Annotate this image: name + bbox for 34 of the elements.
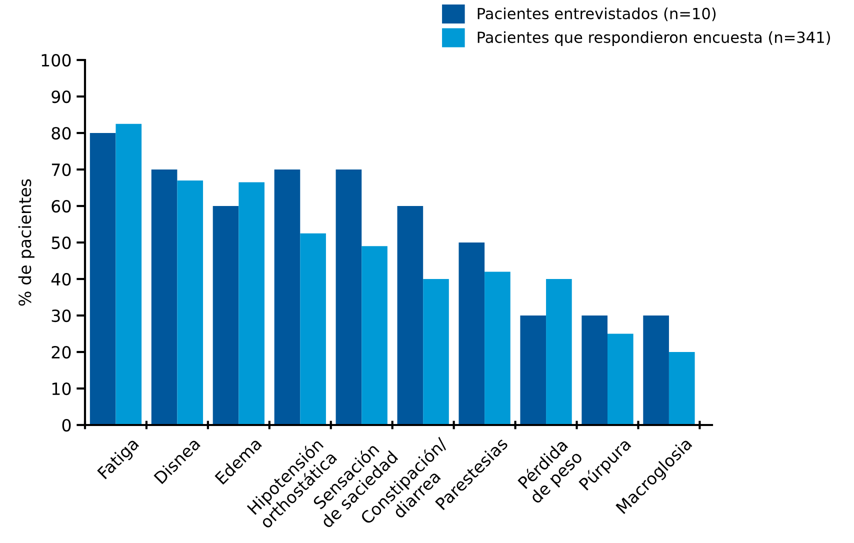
bar (582, 316, 608, 425)
y-tick-label: 0 (62, 418, 71, 432)
bar (336, 170, 362, 425)
y-tick-label: 10 (52, 382, 71, 396)
bar (423, 279, 449, 425)
y-tick-label: 40 (51, 272, 71, 286)
bar (238, 182, 264, 425)
y-tick-label: 20 (52, 346, 71, 359)
y-tick-label: 50 (52, 236, 71, 250)
bar (362, 246, 388, 425)
bar (90, 133, 116, 425)
bar (151, 170, 178, 425)
y-tick-label: 80 (52, 126, 71, 140)
y-tick-label: 70 (52, 163, 71, 176)
bar (643, 316, 669, 425)
y-tick-label: 90 (52, 90, 71, 104)
bar (484, 272, 510, 425)
y-tick-label: 30 (52, 309, 71, 322)
bar (212, 206, 239, 425)
y-tick-label: 100 (42, 54, 71, 67)
bar (300, 233, 326, 425)
bar (177, 180, 204, 425)
y-tick-label: 60 (52, 200, 71, 213)
legend-label: Pacientes entrevistados (n=10) (478, 7, 716, 22)
bar (274, 170, 300, 425)
bar (116, 124, 142, 425)
y-axis-title: % de pacientes (18, 179, 34, 306)
bar (458, 242, 485, 425)
bar (546, 279, 572, 425)
legend-label: Pacientes que respondieron encuesta (n=341) (478, 31, 830, 46)
bar (668, 352, 695, 425)
bar (608, 334, 634, 425)
bar (520, 316, 546, 425)
bar (397, 206, 424, 425)
